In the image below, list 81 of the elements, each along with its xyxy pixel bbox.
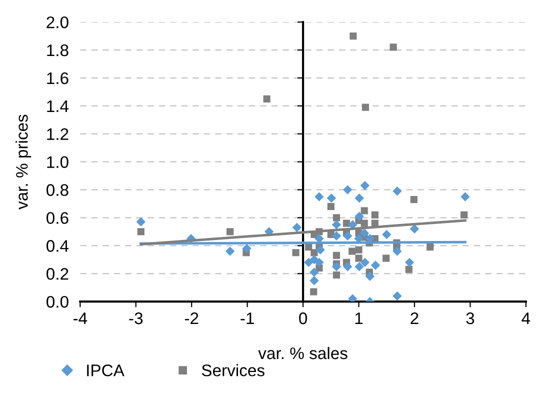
point xyxy=(404,258,414,268)
point xyxy=(410,224,420,234)
y-tick-label: 0.0 xyxy=(46,296,68,308)
x-tick-label: -3 xyxy=(129,312,143,324)
point xyxy=(326,194,336,203)
x-tick-label: 1 xyxy=(355,312,363,324)
point xyxy=(137,228,144,236)
point xyxy=(354,194,364,203)
point xyxy=(365,272,375,282)
x-tick-label: 3 xyxy=(466,312,474,324)
legend-label: IPCA xyxy=(87,364,124,376)
point xyxy=(316,245,325,254)
point xyxy=(292,249,300,256)
y-tick-label: 1.6 xyxy=(47,72,68,84)
point xyxy=(263,95,270,102)
point xyxy=(332,231,342,240)
x-tick-label: 0 xyxy=(299,312,308,324)
x-tick-label: -1 xyxy=(240,312,254,324)
point xyxy=(370,260,380,270)
x-tick-label: 2 xyxy=(410,312,418,324)
point xyxy=(310,276,319,286)
y-tick-label: 1.0 xyxy=(47,156,68,168)
legend-label: Services xyxy=(202,364,264,376)
point xyxy=(354,262,364,272)
y-tick-label: 0.4 xyxy=(46,240,69,252)
y-tick-label: 1.8 xyxy=(47,44,68,56)
point xyxy=(360,220,368,227)
point xyxy=(410,196,418,204)
point xyxy=(392,186,402,196)
point xyxy=(314,192,324,202)
point xyxy=(426,244,434,251)
point xyxy=(360,258,370,268)
point xyxy=(332,252,340,259)
point xyxy=(314,258,324,268)
y-tick-label: 1.4 xyxy=(47,100,69,112)
point xyxy=(332,271,340,279)
point xyxy=(392,291,402,301)
y-tick-label: 1.2 xyxy=(47,128,68,140)
point xyxy=(332,214,340,222)
point xyxy=(460,192,470,202)
point xyxy=(360,180,370,190)
point xyxy=(332,220,342,230)
point xyxy=(343,231,352,240)
point xyxy=(362,104,369,111)
point xyxy=(292,222,302,232)
point xyxy=(332,262,342,272)
point xyxy=(310,288,318,296)
y-tick-label: 0.6 xyxy=(46,212,68,224)
point xyxy=(342,220,350,227)
point xyxy=(225,246,235,256)
point xyxy=(405,266,412,273)
x-tick-label: -2 xyxy=(184,312,198,324)
point xyxy=(242,244,252,254)
point xyxy=(343,185,352,194)
point xyxy=(355,246,362,254)
point xyxy=(460,211,468,218)
point xyxy=(360,228,369,238)
point xyxy=(390,44,397,51)
point xyxy=(136,217,146,226)
point xyxy=(350,32,357,40)
x-axis-title: var. % sales xyxy=(258,346,348,360)
y-tick-label: 0.2 xyxy=(46,268,68,280)
point xyxy=(310,249,318,256)
y-axis-title: var. % prices xyxy=(16,114,32,210)
point xyxy=(355,254,362,262)
y-tick-label: 2.0 xyxy=(46,16,68,28)
point xyxy=(310,268,319,277)
point xyxy=(382,254,390,262)
point xyxy=(392,246,402,256)
x-tick-label: -4 xyxy=(73,312,88,324)
point xyxy=(371,211,378,218)
point xyxy=(354,212,364,221)
point xyxy=(343,262,352,272)
point xyxy=(348,294,358,302)
y-tick-label: 0.8 xyxy=(46,184,68,196)
point xyxy=(226,228,234,236)
point xyxy=(348,248,356,255)
point xyxy=(360,207,368,214)
x-tick-label: 4 xyxy=(522,312,530,324)
point xyxy=(382,230,392,240)
point xyxy=(327,202,334,210)
